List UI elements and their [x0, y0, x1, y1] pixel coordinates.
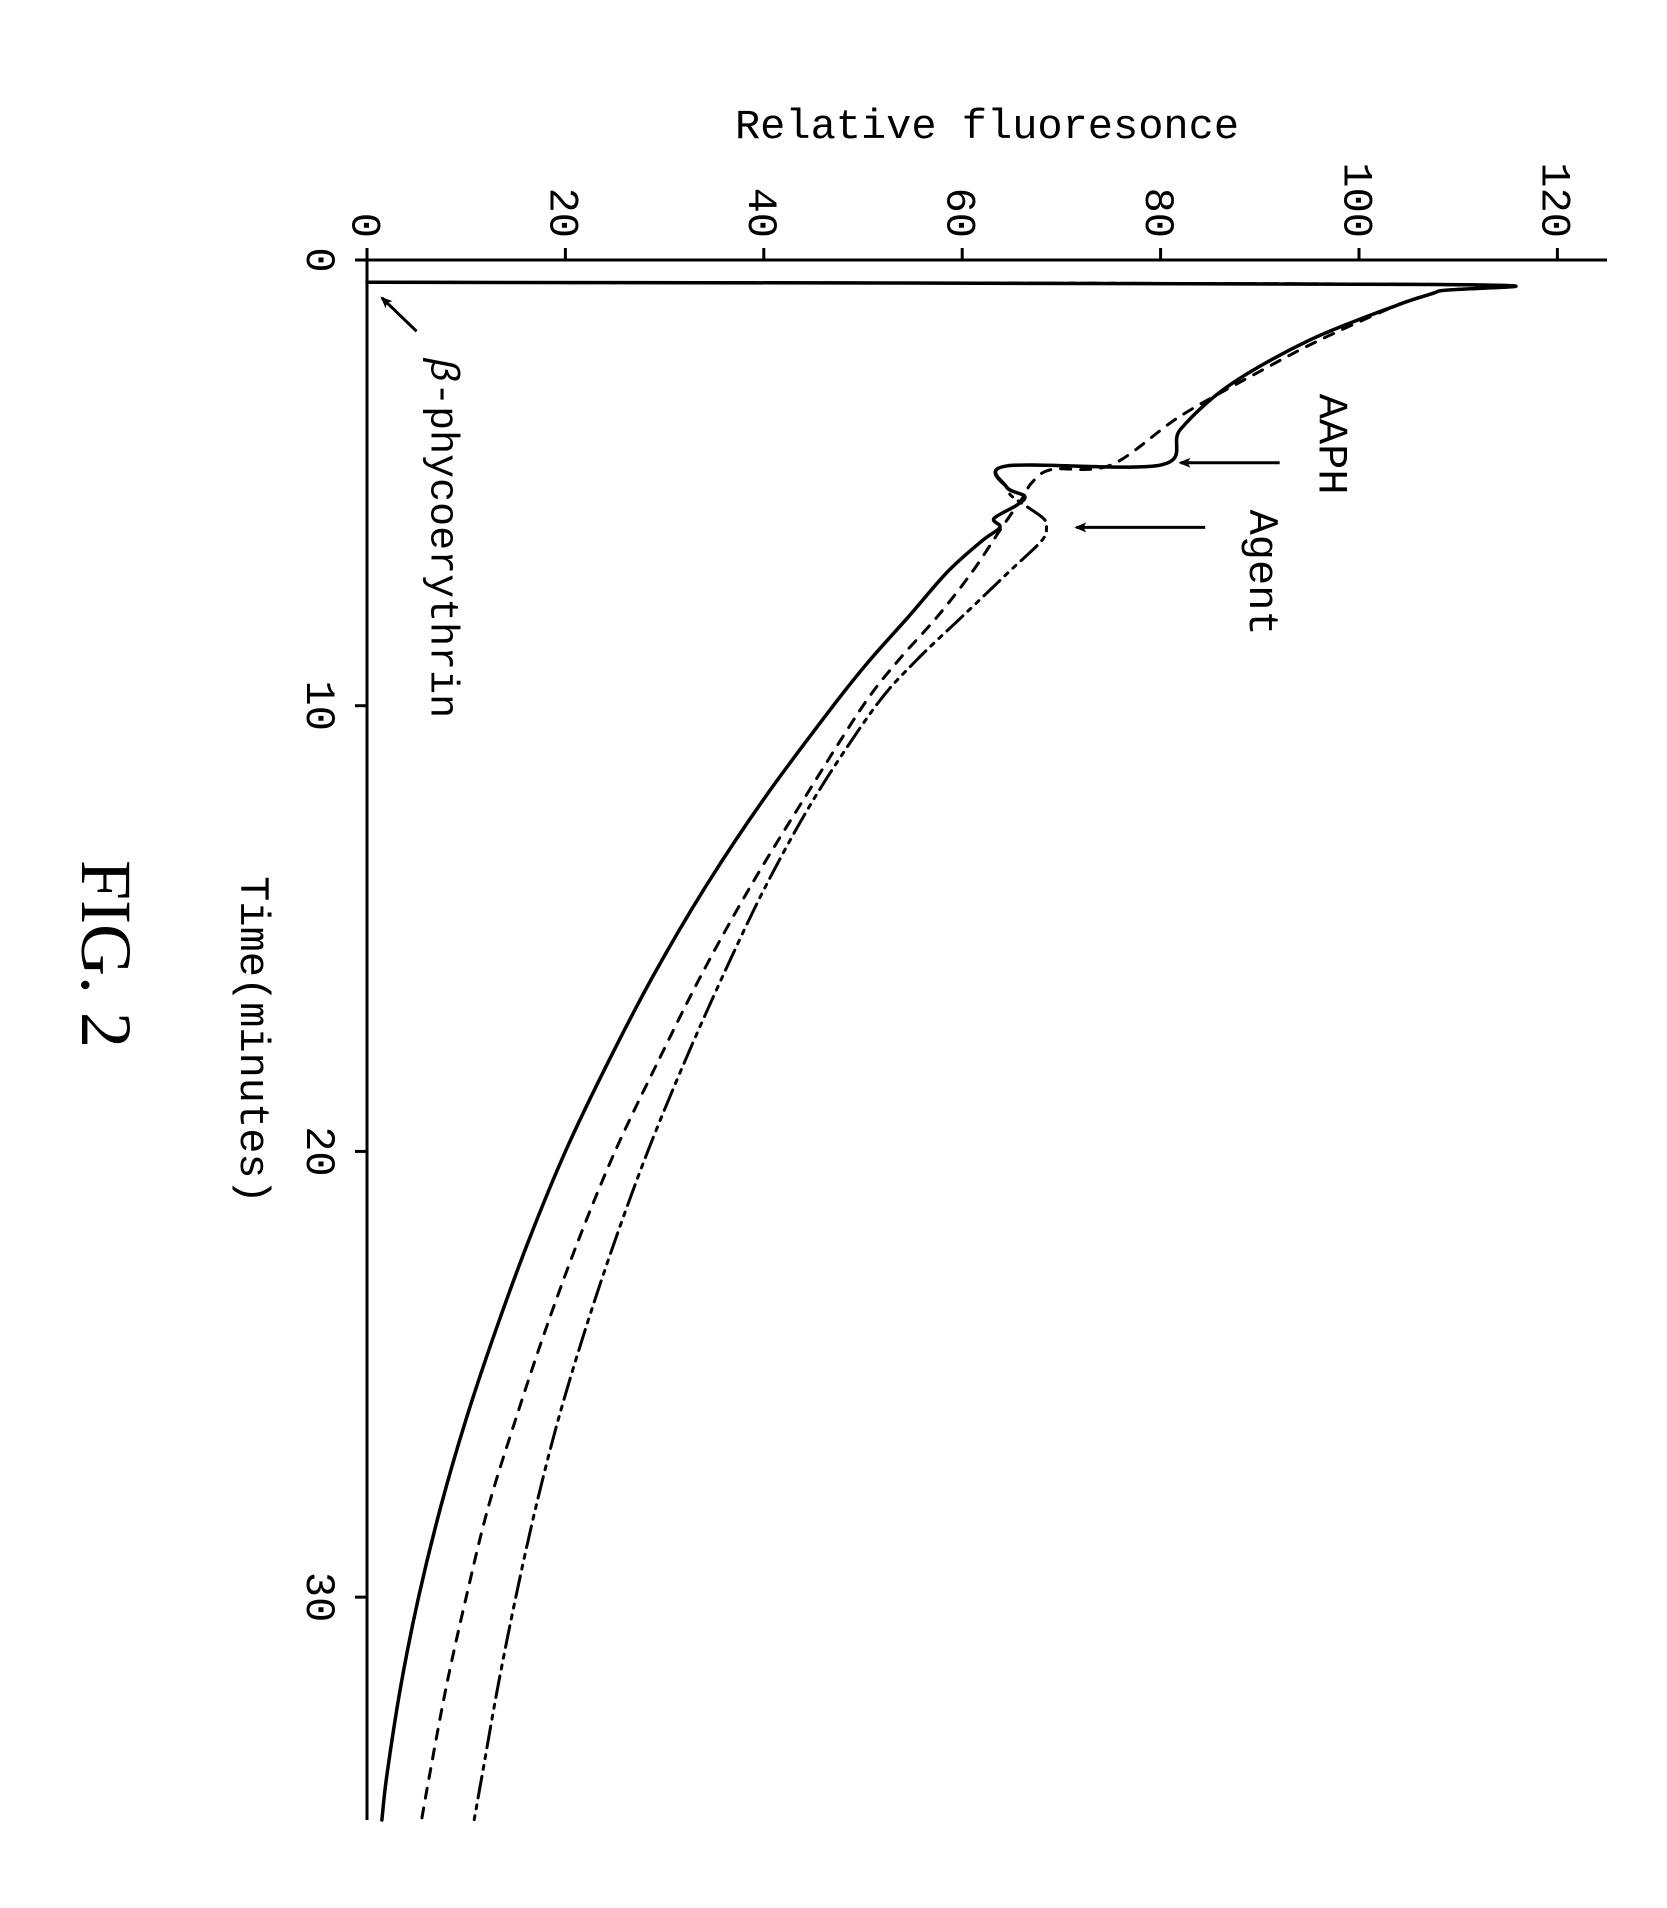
series-sample: [367, 282, 1516, 1820]
x-tick-label: 0: [294, 247, 342, 272]
annotation-aaph-label: AAPH: [1306, 394, 1354, 495]
y-tick-label: 60: [935, 188, 983, 238]
annotation-beta_pe-label: β-phycoerythrin: [418, 357, 463, 718]
y-tick-label: 80: [1133, 188, 1181, 238]
page-rotated-container: 0 10 20 30 0 20 40 60 80 100 120 Time(minutes) Relat…: [0, 0, 1667, 1667]
series-blank: [367, 282, 1516, 1820]
y-tick-label: 120: [1530, 162, 1578, 238]
x-tick-label: 10: [294, 681, 342, 731]
series-trolox: [367, 282, 1516, 1820]
y-tick-label: 0: [339, 213, 387, 238]
figure-caption: FIG. 2: [64, 0, 147, 1908]
x-axis-title: Time(minutes): [228, 876, 276, 1204]
y-tick-label: 40: [736, 188, 784, 238]
chart-svg: 0 10 20 30 0 20 40 60 80 100 120 Time(minutes) Relat…: [167, 0, 1667, 1908]
x-tick-label: 20: [294, 1126, 342, 1176]
annotation-beta_pe-arrow: [382, 298, 417, 331]
y-axis-title: Relative fluoresonce: [735, 103, 1239, 151]
y-tick-label: 100: [1331, 162, 1379, 238]
y-tick-label: 20: [538, 188, 586, 238]
annotation-agent-label: Agent: [1237, 510, 1285, 636]
x-tick-label: 30: [294, 1572, 342, 1622]
